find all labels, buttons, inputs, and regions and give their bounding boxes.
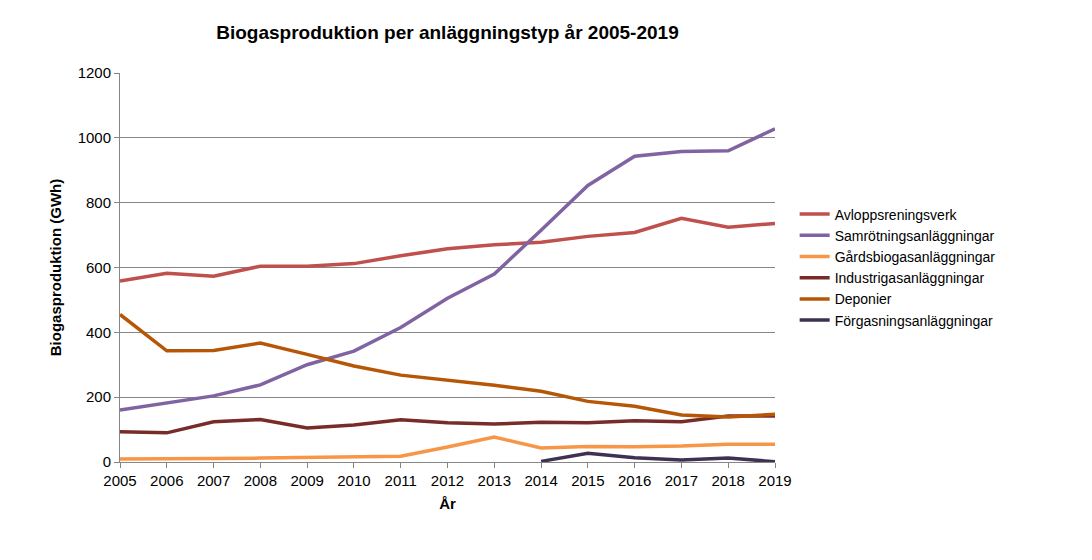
- svg-text:2008: 2008: [244, 472, 277, 489]
- svg-text:2005: 2005: [103, 472, 136, 489]
- svg-text:2017: 2017: [665, 472, 698, 489]
- svg-text:1200: 1200: [78, 64, 111, 81]
- svg-text:2015: 2015: [571, 472, 604, 489]
- svg-text:Biogasproduktion per anläggnin: Biogasproduktion per anläggningstyp år 2…: [216, 22, 678, 43]
- svg-text:2012: 2012: [431, 472, 464, 489]
- svg-text:Industrigasanläggningar: Industrigasanläggningar: [835, 270, 985, 286]
- svg-text:2010: 2010: [337, 472, 370, 489]
- svg-text:År: År: [439, 495, 456, 512]
- svg-text:2019: 2019: [758, 472, 791, 489]
- svg-text:1000: 1000: [78, 129, 111, 146]
- svg-text:Avloppsreningsverk: Avloppsreningsverk: [835, 207, 958, 223]
- svg-text:800: 800: [86, 194, 111, 211]
- svg-text:600: 600: [86, 259, 111, 276]
- svg-text:Biogasproduktion (GWh): Biogasproduktion (GWh): [47, 179, 64, 356]
- svg-text:Samrötningsanläggningar: Samrötningsanläggningar: [835, 228, 995, 244]
- svg-text:200: 200: [86, 388, 111, 405]
- svg-text:2013: 2013: [478, 472, 511, 489]
- svg-text:Förgasningsanläggningar: Förgasningsanläggningar: [835, 313, 993, 329]
- svg-text:400: 400: [86, 324, 111, 341]
- svg-text:0: 0: [103, 453, 111, 470]
- svg-text:2011: 2011: [385, 472, 417, 489]
- svg-text:Deponier: Deponier: [835, 291, 892, 307]
- svg-text:2007: 2007: [197, 472, 230, 489]
- svg-text:Gårdsbiogasanläggningar: Gårdsbiogasanläggningar: [835, 249, 996, 265]
- svg-text:2016: 2016: [618, 472, 651, 489]
- svg-text:2009: 2009: [290, 472, 323, 489]
- svg-text:2018: 2018: [712, 472, 745, 489]
- svg-text:2006: 2006: [150, 472, 183, 489]
- svg-text:2014: 2014: [524, 472, 557, 489]
